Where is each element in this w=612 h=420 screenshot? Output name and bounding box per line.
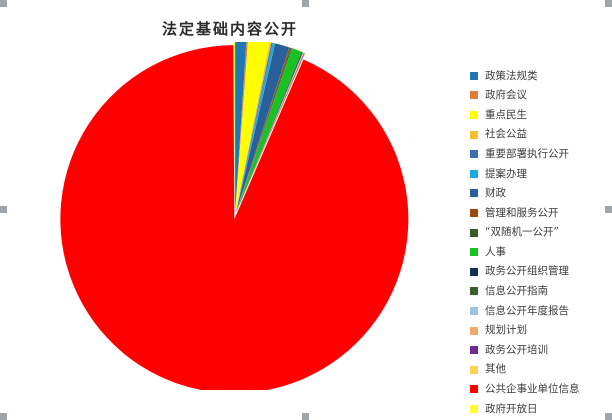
legend-item-label: 政府开放日	[485, 402, 538, 415]
legend-item[interactable]: 规划计划	[470, 321, 610, 341]
legend-swatch-icon	[470, 346, 478, 355]
legend-swatch-icon	[470, 130, 478, 139]
chart-title: 法定基础内容公开	[161, 22, 298, 38]
pie-slice[interactable]	[235, 47, 291, 213]
legend-swatch-icon	[470, 267, 478, 276]
legend-item-label: 人事	[485, 245, 506, 258]
legend-swatch-icon	[470, 110, 478, 119]
pie-slice[interactable]	[236, 47, 292, 213]
selection-handle-middle-left[interactable]	[0, 206, 7, 213]
legend-item[interactable]: 社会公益	[470, 125, 610, 145]
pie-slice[interactable]	[235, 42, 273, 213]
legend-item-label: 其他	[485, 363, 506, 376]
legend-item[interactable]: 政策法规类	[470, 66, 610, 86]
pie-slice[interactable]	[236, 52, 303, 214]
selection-handle-top-left[interactable]	[0, 0, 7, 7]
legend-swatch-icon	[470, 189, 478, 198]
legend-item-label: 重要部署执行公开	[485, 147, 569, 160]
legend-swatch-icon	[470, 150, 478, 159]
legend-swatch-icon	[470, 91, 478, 100]
legend-item-label: 信息公开指南	[485, 285, 548, 298]
legend-swatch-icon	[470, 228, 478, 237]
legend-item[interactable]: 重点民生	[470, 105, 610, 125]
legend-item-label: 管理和服务公开	[485, 206, 559, 219]
legend-item-label: “双随机一公开”	[485, 226, 559, 239]
selection-handle-bottom-left[interactable]	[0, 413, 7, 420]
legend-item-label: 规划计划	[485, 324, 527, 337]
pie-slice[interactable]	[236, 51, 303, 214]
legend-swatch-icon	[470, 404, 478, 413]
pie-slice[interactable]	[235, 42, 248, 213]
legend-item-label: 政策法规类	[485, 69, 538, 82]
chart-legend[interactable]: 政策法规类政府会议重点民生社会公益重要部署执行公开 提案办理财政管理和服务公开 “双…	[470, 66, 610, 419]
legend-swatch-icon	[470, 169, 478, 178]
pie-chart-plot-area[interactable]	[60, 42, 410, 390]
legend-swatch-icon	[470, 326, 478, 335]
legend-item[interactable]: 信息公开指南	[470, 282, 610, 302]
pie-slice[interactable]	[236, 48, 302, 213]
selection-handle-top-right[interactable]	[605, 0, 612, 7]
pie-slice[interactable]	[236, 52, 305, 214]
pie-slice[interactable]	[235, 42, 247, 213]
legend-swatch-icon	[470, 248, 478, 257]
pie-slice[interactable]	[236, 52, 305, 214]
pie-slice[interactable]	[235, 42, 275, 213]
selection-handle-bottom-center[interactable]	[302, 413, 309, 420]
pie-svg	[60, 42, 409, 390]
legend-item-label: 公共企事业单位信息	[485, 383, 580, 396]
legend-swatch-icon	[470, 385, 478, 394]
legend-item[interactable]: 信息公开年度报告	[470, 301, 610, 321]
legend-swatch-icon	[470, 306, 478, 315]
legend-item[interactable]: 管理和服务公开	[470, 203, 610, 223]
legend-item[interactable]: 政府会议	[470, 86, 610, 106]
legend-item-label: 信息公开年度报告	[485, 304, 569, 317]
legend-item[interactable]: 提案办理	[470, 164, 610, 184]
legend-swatch-icon	[470, 287, 478, 296]
legend-item[interactable]: 政府开放日	[470, 399, 610, 419]
legend-item-label: 提案办理	[485, 167, 527, 180]
legend-item[interactable]: “双随机一公开”	[470, 223, 610, 243]
legend-item-label: 重点民生	[485, 108, 527, 121]
selection-handle-middle-right[interactable]	[605, 206, 612, 213]
legend-item-label: 政务公开培训	[485, 343, 548, 356]
pie-slice[interactable]	[235, 43, 290, 213]
selection-handle-bottom-right[interactable]	[605, 413, 612, 420]
selection-handle-top-center[interactable]	[302, 0, 309, 7]
legend-item[interactable]: 其他	[470, 360, 610, 380]
legend-swatch-icon	[470, 208, 478, 217]
legend-item[interactable]: 政务公开培训	[470, 340, 610, 360]
legend-item[interactable]: 财政	[470, 184, 610, 204]
legend-item-label: 社会公益	[485, 128, 527, 141]
legend-item[interactable]: 公共企事业单位信息	[470, 380, 610, 400]
pie-slice[interactable]	[236, 52, 304, 214]
pie-slices-group	[60, 42, 409, 390]
pie-slice[interactable]	[235, 42, 270, 213]
legend-item[interactable]: 人事	[470, 242, 610, 262]
pie-slice[interactable]	[60, 45, 409, 390]
legend-item-label: 财政	[485, 187, 506, 200]
legend-item-label: 政府会议	[485, 89, 527, 102]
pie-slice[interactable]	[236, 53, 306, 214]
legend-swatch-icon	[470, 365, 478, 374]
legend-swatch-icon	[470, 71, 478, 80]
pie-slice[interactable]	[235, 42, 272, 213]
legend-item[interactable]: 重要部署执行公开	[470, 144, 610, 164]
pie-slice[interactable]	[233, 42, 235, 213]
legend-item[interactable]: 政务公开组织管理	[470, 262, 610, 282]
legend-item-label: 政务公开组织管理	[485, 265, 569, 278]
